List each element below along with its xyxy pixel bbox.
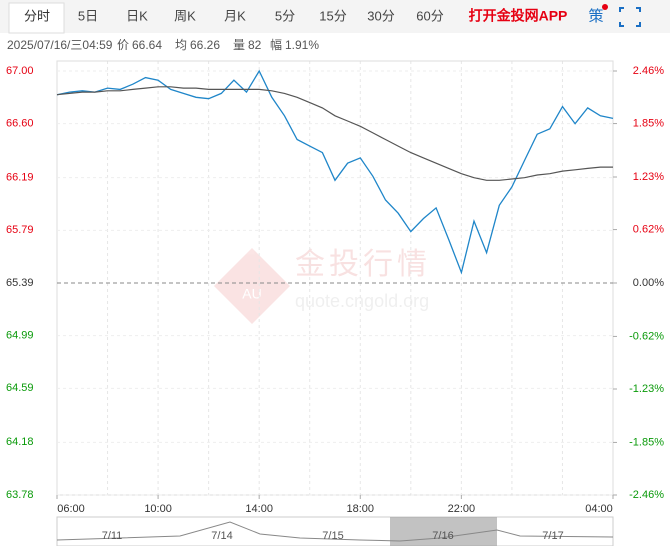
info-datetime: 2025/07/16/三04:59 <box>7 38 113 52</box>
watermark-url: quote.cngold.org <box>295 291 429 311</box>
y-tick-label: 64.59 <box>6 382 34 394</box>
tab[interactable]: 5日 <box>78 8 98 23</box>
info-label: 价 <box>117 38 129 52</box>
y2-tick-label: -1.23% <box>629 383 664 395</box>
y-tick-label: 67.00 <box>6 65 34 77</box>
app-link[interactable]: 打开金投网APP <box>469 8 568 24</box>
y-tick-label: 65.79 <box>6 224 34 236</box>
watermark-name: 金投行情 <box>295 248 431 281</box>
tab[interactable]: 日K <box>126 8 148 23</box>
info-value: 66.26 <box>190 38 220 52</box>
info-label: 幅 <box>270 37 282 52</box>
y-tick-label: 66.19 <box>6 172 34 184</box>
tab[interactable]: 15分 <box>319 8 346 23</box>
y-tick-label: 64.18 <box>6 436 34 448</box>
info-label: 均 <box>175 38 187 52</box>
y2-tick-label: 1.85% <box>633 117 664 129</box>
x-tick-label: 14:00 <box>245 503 273 515</box>
x-tick-label: 06:00 <box>57 503 85 515</box>
tab[interactable]: 周K <box>174 8 196 23</box>
y2-tick-label: -2.46% <box>629 489 664 501</box>
x-tick-label: 18:00 <box>347 503 375 515</box>
navigator[interactable] <box>56 516 614 546</box>
active-tab <box>8 2 65 34</box>
y2-tick-label: 0.00% <box>633 277 664 289</box>
y-tick-label: 65.39 <box>6 277 34 289</box>
y-tick-label: 66.60 <box>6 118 34 130</box>
series-line <box>56 86 613 181</box>
strategy-button[interactable]: 策 <box>588 8 603 25</box>
badge <box>602 4 608 10</box>
y-tick-label: 64.99 <box>6 330 34 342</box>
watermark: AU 金投行情 quote.cngold.org <box>214 248 431 324</box>
toolbar <box>0 0 670 33</box>
watermark-logo <box>214 248 290 324</box>
navigator-label: 7/11 <box>102 530 123 542</box>
y2-tick-label: 2.46% <box>633 65 664 77</box>
info-value: 1.91% <box>285 38 319 52</box>
y2-tick-label: 0.62% <box>633 223 664 235</box>
navigator-label: 7/14 <box>211 530 232 542</box>
x-tick-label: 22:00 <box>448 503 476 515</box>
fullscreen-icon[interactable] <box>619 7 641 27</box>
tab[interactable]: 分时 <box>24 8 50 23</box>
info-label: 量 <box>233 38 245 52</box>
tab[interactable]: 30分 <box>367 8 394 23</box>
x-tick-label: 04:00 <box>585 503 613 515</box>
series-line <box>56 69 614 275</box>
tab[interactable]: 月K <box>224 8 246 23</box>
info-value: 66.64 <box>132 38 162 52</box>
navigator-line <box>56 521 614 542</box>
y2-tick-label: -1.85% <box>629 436 664 448</box>
x-tick-label: 10:00 <box>144 503 172 515</box>
navigator-label: 7/15 <box>322 530 343 542</box>
navigator-label: 7/17 <box>542 530 563 542</box>
navigator-label: 7/16 <box>432 530 453 542</box>
tab[interactable]: 5分 <box>275 8 295 23</box>
y2-tick-label: 1.23% <box>633 171 664 183</box>
watermark-logo-text: AU <box>242 286 261 302</box>
tab[interactable]: 60分 <box>416 8 443 23</box>
info-value: 82 <box>248 38 262 52</box>
y-tick-label: 63.78 <box>6 489 34 501</box>
y2-tick-label: -0.62% <box>629 330 664 342</box>
navigator-range[interactable] <box>390 517 497 546</box>
